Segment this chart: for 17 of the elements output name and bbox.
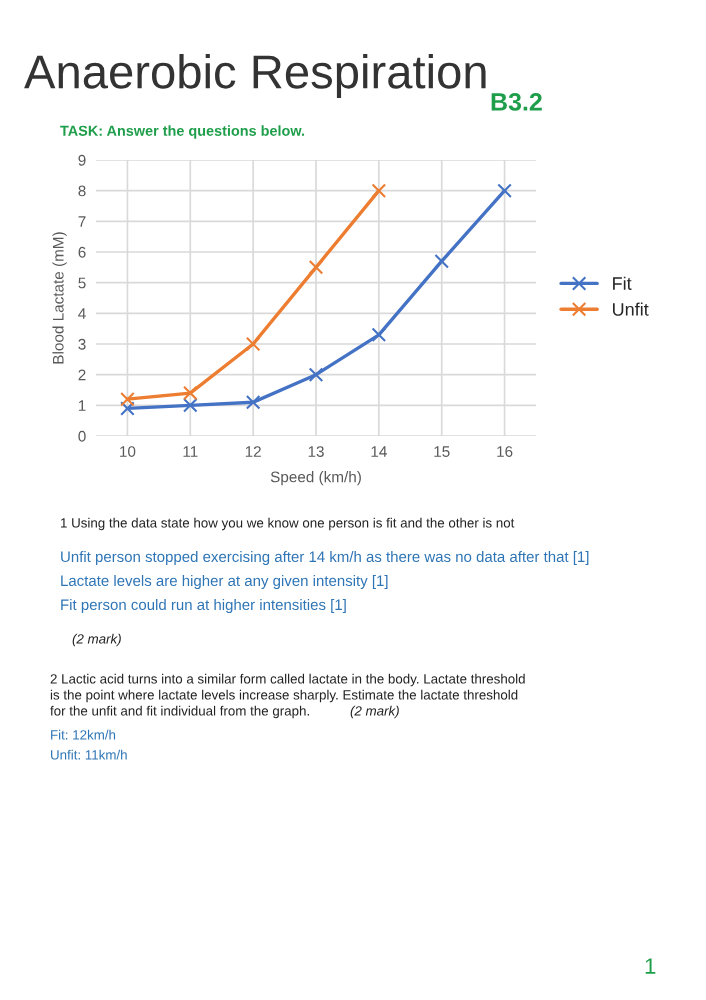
point — [371, 327, 387, 343]
point — [245, 394, 261, 410]
point — [497, 183, 512, 198]
chart-subtitle: B3.2 — [491, 93, 542, 111]
point — [371, 183, 387, 198]
point — [434, 253, 449, 269]
chart-title: Anaerobic Respiration — [24, 53, 486, 99]
point — [245, 336, 261, 352]
legend-label: Unfit — [613, 302, 649, 316]
point — [183, 398, 198, 413]
point — [308, 367, 324, 382]
point — [120, 401, 135, 416]
point — [183, 385, 198, 401]
point — [120, 391, 135, 407]
legend-label: Fit — [613, 276, 632, 290]
text: 1 — [645, 958, 656, 974]
point — [308, 260, 324, 275]
